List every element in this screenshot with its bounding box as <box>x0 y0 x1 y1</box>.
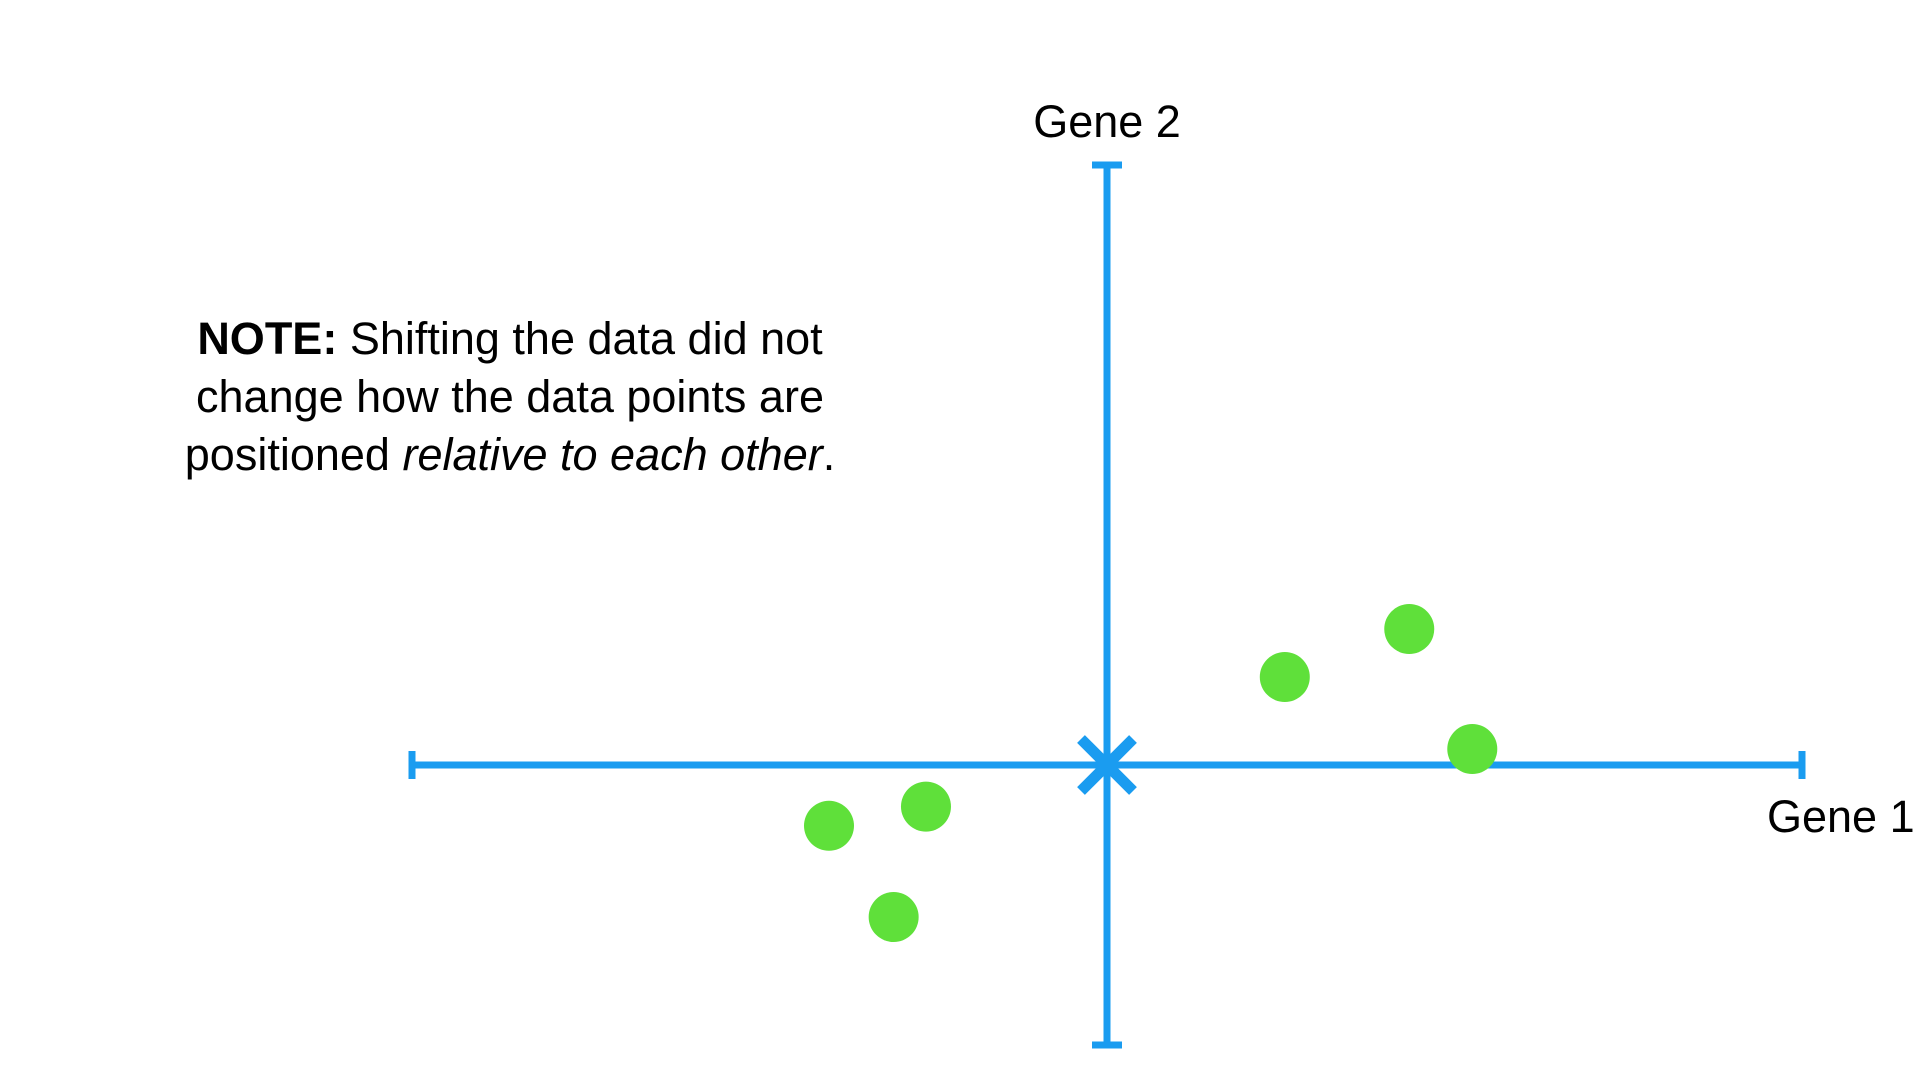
data-point-4 <box>804 800 854 851</box>
data-point-1 <box>1259 652 1310 702</box>
data-points <box>804 604 1498 942</box>
data-point-3 <box>1447 724 1498 774</box>
y-axis-title: Gene 2 <box>1033 96 1181 147</box>
note-text-part-2: . <box>822 429 836 480</box>
note-text: NOTE: Shifting the data did not change h… <box>150 310 870 484</box>
origin-x-marker <box>1077 735 1137 795</box>
data-point-6 <box>868 892 919 942</box>
x-axis-title: Gene 1 <box>1767 791 1915 842</box>
data-point-5 <box>900 781 951 832</box>
note-text-part-1: Shifting the data did not change how the… <box>184 313 824 480</box>
note-label: NOTE: <box>197 313 338 364</box>
origin-x-stroke-2 <box>1077 735 1137 795</box>
note-emphasis: relative to each other <box>402 429 823 480</box>
data-point-2 <box>1384 604 1435 654</box>
